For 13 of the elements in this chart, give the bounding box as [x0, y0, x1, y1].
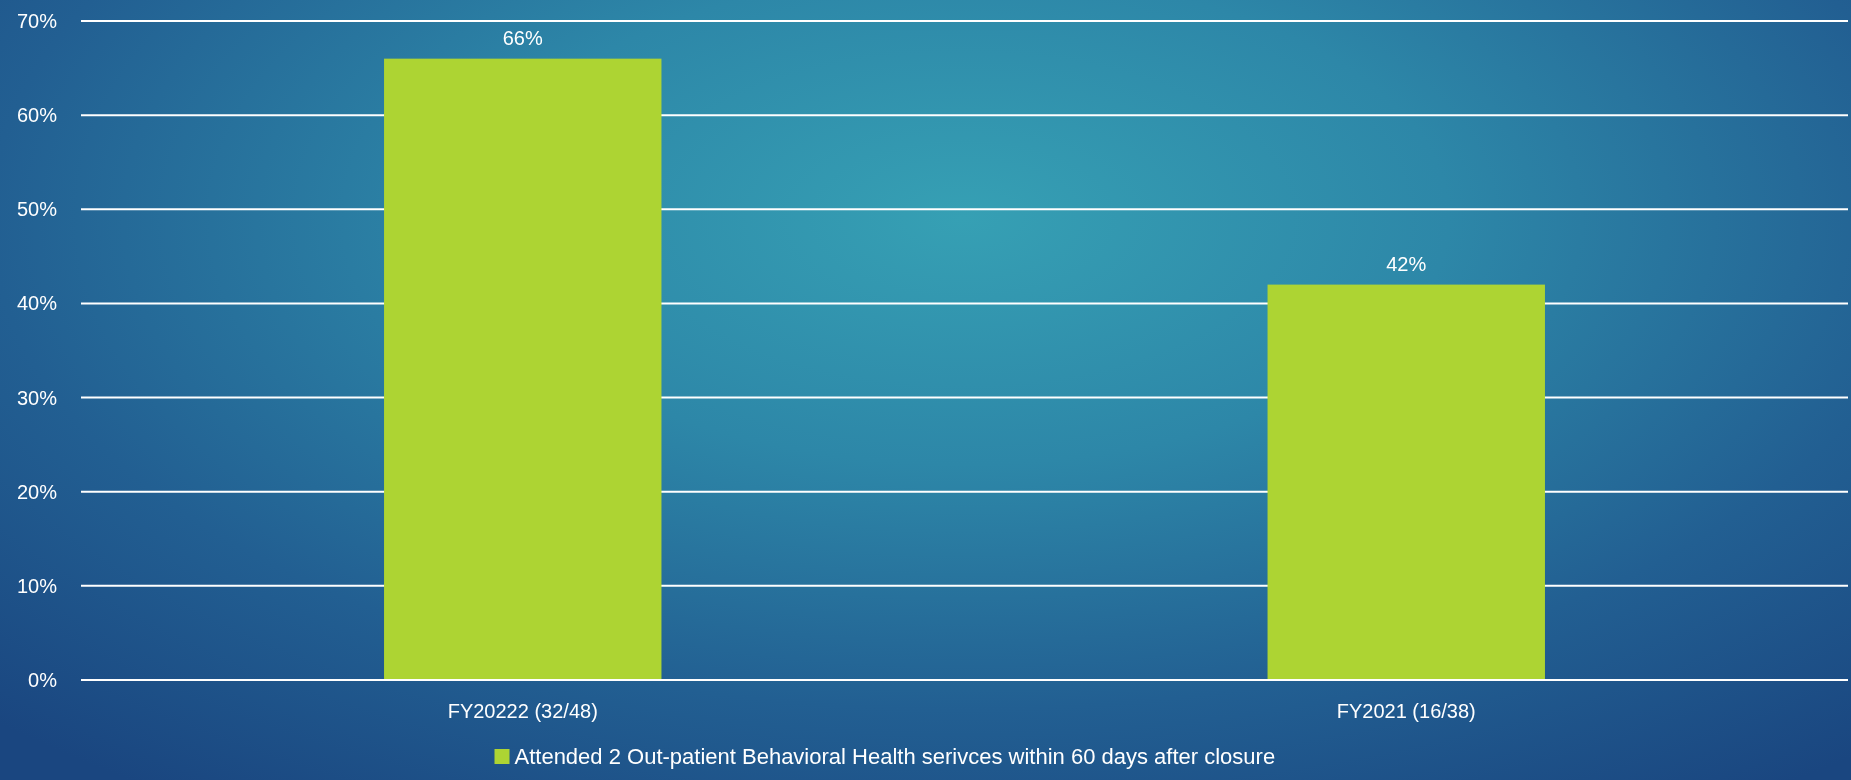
legend-label: Attended 2 Out-patient Behavioral Health serivces within 60 days after closure — [514, 744, 1276, 769]
y-tick-label: 10% — [16, 574, 58, 597]
y-tick-label: 0% — [28, 669, 58, 691]
y-tick-label: 70% — [16, 10, 58, 32]
y-tick-label: 60% — [16, 104, 58, 127]
x-tick-label: FY2021 (16/38) — [1336, 700, 1476, 722]
data-label: 66% — [502, 26, 543, 49]
x-tick-label: FY20222 (32/48) — [447, 700, 598, 722]
y-tick-label: 40% — [16, 292, 58, 315]
y-tick-label: 50% — [16, 198, 58, 221]
data-label: 42% — [1386, 252, 1427, 275]
y-tick-label: 20% — [16, 480, 58, 503]
y-tick-label: 30% — [16, 386, 58, 409]
